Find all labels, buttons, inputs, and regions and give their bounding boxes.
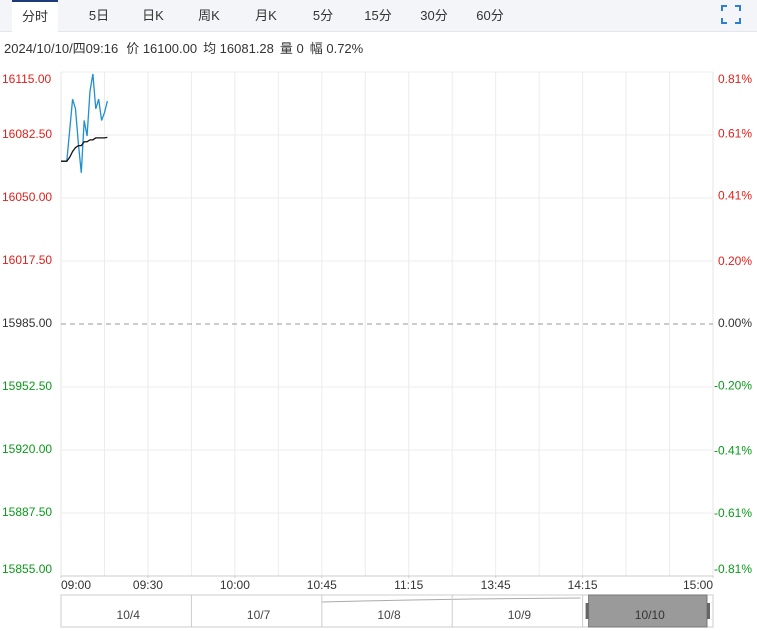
y-tick-label: 16017.50 [2, 253, 52, 267]
y-tick-label: 16082.50 [2, 127, 52, 141]
tab[interactable]: 5分 [312, 8, 334, 23]
y2-tick-label: 0.00% [718, 316, 752, 330]
tab-bar: 分时 5日 日K 周K 月K 5分 15分 30分 60分 [0, 0, 757, 32]
tab[interactable]: 60分 [476, 8, 504, 23]
y-tick-label: 15952.50 [2, 379, 52, 393]
x-tick-label: 11:15 [394, 578, 423, 592]
y-tick-label: 15855.00 [2, 562, 52, 576]
navigator-date[interactable]: 10/4 [117, 608, 141, 622]
tab[interactable]: 5日 [88, 8, 110, 23]
x-tick-label: 09:00 [61, 578, 91, 592]
y2-tick-label: 0.41% [718, 189, 752, 203]
x-tick-label: 13:45 [481, 578, 511, 592]
y-tick-label: 16115.00 [2, 72, 51, 86]
navigator-date[interactable]: 10/7 [247, 608, 271, 622]
navigator-date[interactable]: 10/8 [377, 608, 401, 622]
change: 幅 0.72% [309, 41, 364, 56]
price: 价 16100.00 [126, 41, 198, 56]
y2-tick-label: -0.61% [714, 506, 752, 520]
y-tick-label: 16050.00 [2, 190, 52, 204]
x-tick-label: 14:15 [568, 578, 598, 592]
navigator-handle [707, 603, 710, 619]
y2-tick-label: -0.81% [714, 562, 752, 576]
info-line: 2024/10/10/四09:16 价 16100.00 均 16081.28 量 0… [4, 38, 369, 57]
tab[interactable]: 月K [255, 8, 277, 23]
volume: 量 0 [279, 41, 304, 56]
y-tick-label: 15920.00 [2, 442, 52, 456]
navigator-date[interactable]: 10/9 [508, 608, 532, 622]
tab[interactable]: 日K [142, 8, 164, 23]
navigator-frame [60, 594, 714, 628]
x-tick-label: 09:30 [133, 578, 163, 592]
navigator-selection [588, 594, 708, 628]
price-line [61, 136, 108, 162]
navigator-handle [585, 603, 589, 619]
price-line [61, 73, 108, 173]
navigator-sparkline [321, 597, 581, 603]
avg: 均 16081.28 [203, 41, 274, 56]
navigator-date[interactable]: 10/10 [635, 608, 665, 622]
x-tick-label: 15:00 [683, 578, 713, 592]
tab[interactable]: 周K [198, 8, 220, 23]
x-tick-label: 10:45 [307, 578, 337, 592]
y-tick-label: 15985.00 [2, 316, 52, 330]
fullscreen-icon[interactable] [721, 5, 741, 24]
y2-tick-label: 0.81% [718, 72, 752, 86]
y2-tick-label: -0.20% [714, 378, 752, 392]
x-tick-label: 10:00 [220, 578, 250, 592]
tab[interactable]: 15分 [364, 8, 392, 23]
tab[interactable]: 30分 [420, 8, 448, 23]
y-tick-label: 15887.50 [2, 505, 52, 519]
y2-tick-label: -0.41% [714, 444, 752, 458]
datetime: 2024/10/10/四09:16 [4, 41, 119, 56]
y2-tick-label: 0.20% [718, 254, 752, 268]
tab[interactable]: 分时 [12, 0, 58, 32]
y2-tick-label: 0.61% [718, 126, 752, 140]
